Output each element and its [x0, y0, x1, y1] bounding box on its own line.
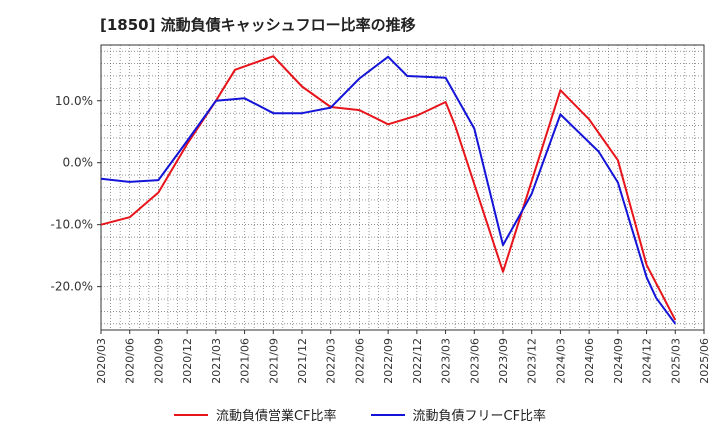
x-tick-label: 2023/03	[440, 338, 453, 384]
x-tick-label: 2024/06	[583, 338, 596, 384]
legend-item-2: 流動負債フリーCF比率	[370, 405, 547, 424]
x-tick-label: 2021/09	[267, 338, 280, 384]
legend-label: 流動負債フリーCF比率	[412, 409, 547, 424]
x-tick-label: 2021/12	[296, 338, 309, 384]
y-tick-label: 10.0%	[55, 94, 93, 108]
x-tick-label: 2020/03	[95, 338, 108, 384]
legend-swatch	[370, 413, 405, 416]
x-tick-label: 2021/06	[239, 338, 252, 384]
x-tick-label: 2024/12	[641, 338, 654, 384]
x-tick-label: 2023/09	[497, 338, 510, 384]
x-tick-label: 2023/12	[526, 338, 539, 384]
x-tick-label: 2020/09	[152, 338, 165, 384]
y-tick-label: -10.0%	[51, 218, 93, 232]
x-tick-label: 2021/03	[210, 338, 223, 384]
y-tick-label: 0.0%	[63, 156, 94, 170]
series-line-1	[100, 55, 677, 321]
chart-title: [1850] 流動負債キャッシュフロー比率の推移	[100, 16, 416, 34]
x-tick-label: 2024/03	[554, 338, 567, 384]
legend: 流動負債営業CF比率 流動負債フリーCF比率	[0, 405, 720, 424]
x-tick-label: 2024/09	[612, 338, 625, 384]
y-tick-label: -20.0%	[51, 280, 93, 294]
plot-frame	[100, 44, 705, 331]
legend-label: 流動負債営業CF比率	[215, 409, 337, 424]
x-tick-label: 2022/06	[353, 338, 366, 384]
legend-item-1: 流動負債営業CF比率	[173, 405, 337, 424]
x-tick-label: 2025/03	[669, 338, 682, 384]
series-line-2	[100, 55, 677, 325]
legend-swatch	[173, 413, 208, 416]
x-tick-label: 2022/03	[325, 338, 338, 384]
x-tick-label: 2022/12	[411, 338, 424, 384]
x-tick-label: 2022/09	[382, 338, 395, 384]
x-tick-label: 2020/12	[181, 338, 194, 384]
x-tick-label: 2020/06	[124, 338, 137, 384]
x-tick-label: 2025/06	[698, 338, 711, 384]
x-tick-label: 2023/06	[468, 338, 481, 384]
